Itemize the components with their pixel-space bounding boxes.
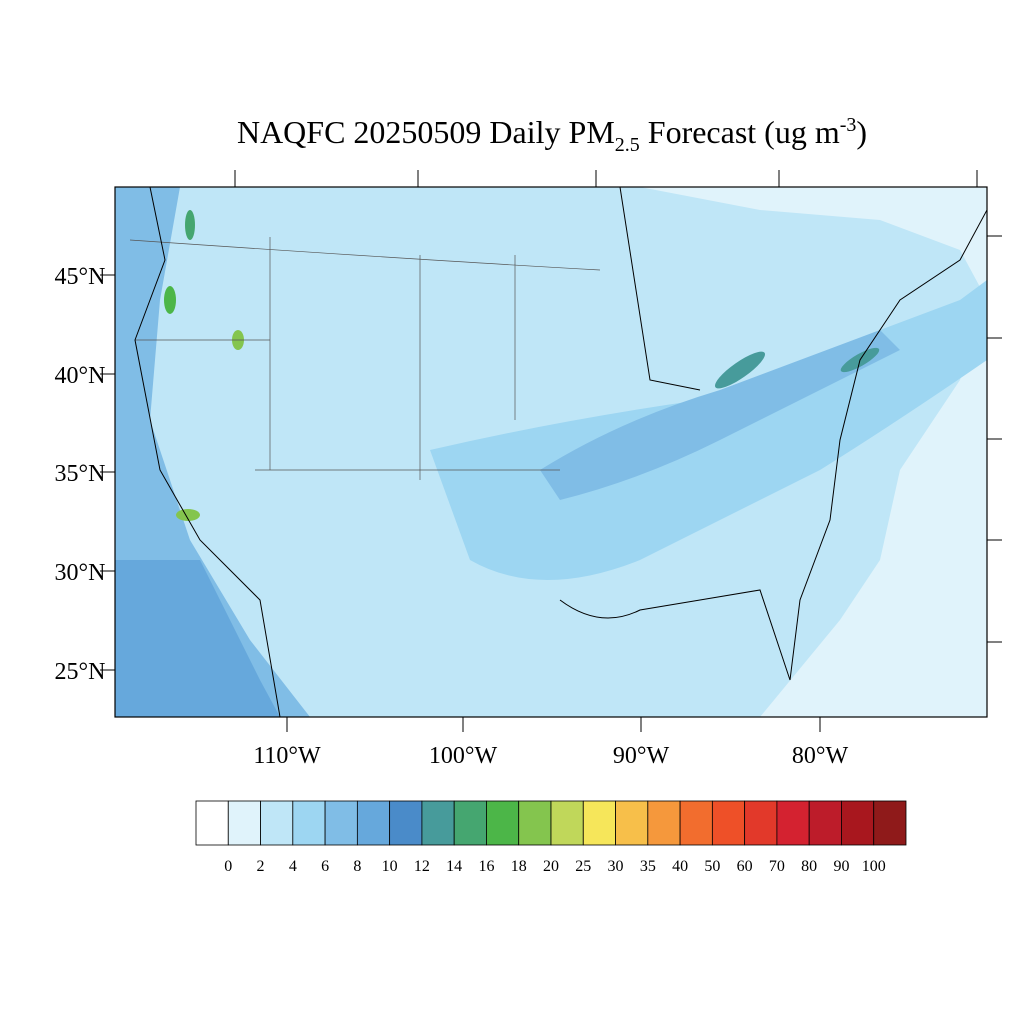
colorbar-label: 70: [769, 858, 785, 875]
colorbar-box: [486, 800, 520, 846]
lon-label: 80°W: [792, 743, 849, 769]
lat-label: 45°N: [55, 264, 106, 290]
colorbar-label: 30: [608, 858, 624, 875]
colorbar-box: [711, 800, 746, 846]
lon-label: 100°W: [429, 743, 498, 769]
colorbar-label: 100: [862, 858, 886, 875]
colorbar-box: [873, 800, 907, 846]
ticks: [100, 170, 1002, 732]
lat-label: 40°N: [55, 363, 106, 389]
colorbar-box: [453, 800, 487, 846]
colorbar-label: 6: [321, 858, 329, 875]
map-field: [115, 187, 987, 717]
colorbar-label: 50: [704, 858, 720, 875]
colorbar-label: 8: [353, 858, 361, 875]
colorbar-label: 60: [737, 858, 753, 875]
colorbar-box: [647, 800, 681, 846]
colorbar-label: 0: [224, 858, 232, 875]
colorbar-label: 12: [414, 858, 430, 875]
colorbar-box: [324, 800, 358, 846]
colorbar-box: [356, 800, 391, 846]
lon-label: 110°W: [253, 743, 321, 769]
lon-labels: 110°W 100°W 90°W 80°W: [253, 743, 848, 769]
colorbar-box: [260, 800, 294, 846]
colorbar-box: [808, 800, 842, 846]
colorbar-box: [615, 800, 649, 846]
colorbar-box: [195, 800, 229, 846]
colorbar-label: 10: [382, 858, 398, 875]
colorbar-box: [389, 800, 423, 846]
lon-label: 90°W: [613, 743, 670, 769]
lat-label: 35°N: [55, 461, 106, 487]
colorbar-label: 35: [640, 858, 656, 875]
colorbar-label: 25: [575, 858, 591, 875]
colorbar-label: 2: [257, 858, 265, 875]
colorbar-box: [227, 800, 261, 846]
lat-labels: 45°N 40°N 35°N 30°N 25°N: [55, 264, 106, 685]
colorbar-box: [679, 800, 713, 846]
colorbar-box: [518, 800, 552, 846]
colorbar-box: [550, 800, 584, 846]
colorbar-box: [421, 800, 455, 846]
colorbar-box: [841, 800, 875, 846]
colorbar-label: 40: [672, 858, 688, 875]
colorbar-box: [292, 800, 326, 846]
colorbar-label: 14: [446, 858, 462, 875]
colorbar-box: [776, 800, 810, 846]
colorbar-label: 18: [511, 858, 527, 875]
colorbar-label: 80: [801, 858, 817, 875]
colorbar-label: 90: [833, 858, 849, 875]
lat-label: 25°N: [55, 659, 106, 685]
lat-label: 30°N: [55, 560, 106, 586]
colorbar-label: 20: [543, 858, 559, 875]
colorbar: 0 2 4 6 8 10 12 14 16 18 20 25 30 35 40 50 60 70 80 90 100: [195, 800, 907, 875]
colorbar-box: [744, 800, 778, 846]
colorbar-label: 16: [478, 858, 494, 875]
map-title: NAQFC 20250509 Daily PM2.5 Forecast (ug …: [237, 114, 867, 156]
colorbar-box: [582, 800, 616, 846]
colorbar-label: 4: [289, 858, 297, 875]
map-frame: [114, 186, 988, 718]
